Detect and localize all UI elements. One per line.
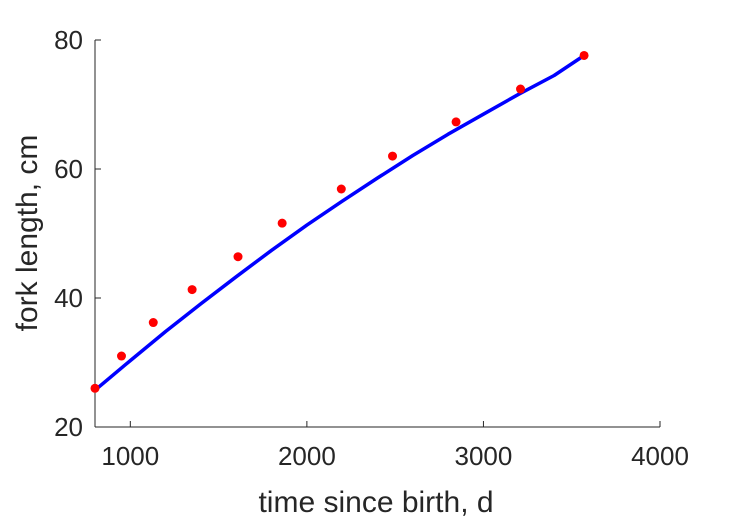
x-axis-label: time since birth, d <box>258 486 493 519</box>
data-point <box>187 285 197 295</box>
x-tick-label: 3000 <box>455 441 513 471</box>
data-point <box>336 184 346 194</box>
x-tick-label: 1000 <box>101 441 159 471</box>
y-axis-label: fork length, cm <box>11 135 44 332</box>
data-point <box>579 50 589 60</box>
fit-curve <box>93 53 586 392</box>
x-tick-label: 4000 <box>631 441 689 471</box>
y-tick-label: 60 <box>54 154 83 184</box>
plot-area <box>90 50 589 393</box>
data-point <box>388 151 398 161</box>
data-point <box>516 84 526 94</box>
data-point <box>148 318 158 328</box>
data-point <box>90 383 100 393</box>
data-point <box>277 218 287 228</box>
axes: 1000 2000 3000 4000 20 40 60 80 <box>54 25 689 471</box>
y-tick-label: 80 <box>54 25 83 55</box>
y-tick-label: 40 <box>54 283 83 313</box>
data-point <box>233 252 243 262</box>
y-tick-label: 20 <box>54 412 83 442</box>
data-point <box>116 351 126 361</box>
data-point <box>451 117 461 127</box>
x-tick-label: 2000 <box>278 441 336 471</box>
